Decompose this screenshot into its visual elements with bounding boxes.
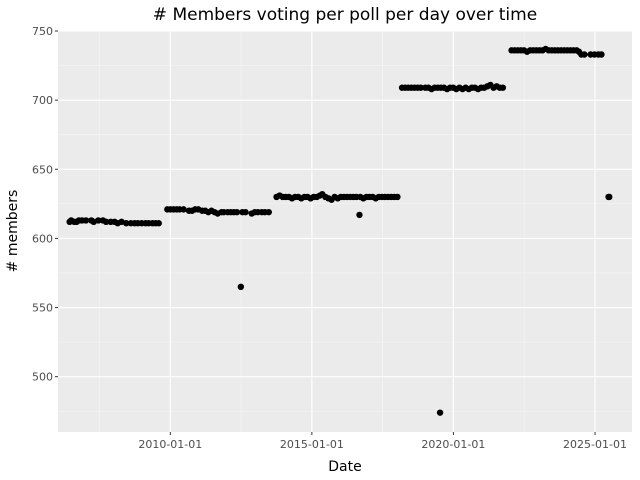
- data-point: [95, 217, 102, 224]
- x-axis-title: Date: [328, 459, 361, 475]
- data-points: [66, 45, 613, 416]
- plot-panel: [58, 31, 632, 432]
- data-point: [598, 51, 605, 58]
- data-point: [123, 220, 130, 227]
- data-point: [356, 211, 363, 219]
- minor-gridlines: [58, 31, 632, 432]
- x-tick-label: 2025-01-01: [563, 438, 627, 451]
- x-tick-label: 2020-01-01: [421, 438, 485, 451]
- data-point: [394, 193, 401, 201]
- data-point: [242, 208, 249, 216]
- y-tick-label: 600: [32, 232, 53, 245]
- x-tick-label: 2015-01-01: [280, 438, 344, 451]
- data-point: [499, 84, 507, 91]
- data-point: [265, 208, 272, 216]
- y-axis: 500 550 600 650 700 750: [32, 25, 58, 384]
- y-tick-label: 500: [32, 371, 53, 384]
- y-tick-label: 750: [32, 25, 53, 38]
- major-gridlines: [58, 30, 632, 432]
- data-point: [237, 283, 245, 291]
- data-point: [233, 208, 241, 216]
- y-tick-label: 700: [32, 94, 53, 107]
- data-point: [581, 51, 588, 58]
- data-point: [606, 193, 613, 201]
- data-point: [436, 409, 444, 416]
- chart-title: # Members voting per poll per day over t…: [153, 5, 537, 25]
- data-point: [180, 206, 187, 213]
- data-point: [82, 217, 90, 224]
- x-axis: 2010-01-01 2015-01-01 2020-01-01 2025-01-01: [138, 432, 627, 451]
- y-tick-label: 550: [32, 302, 53, 315]
- x-tick-label: 2010-01-01: [138, 438, 202, 451]
- y-tick-label: 650: [32, 163, 53, 176]
- data-point: [155, 220, 162, 227]
- y-axis-title: # members: [5, 190, 21, 273]
- data-point: [417, 84, 424, 91]
- data-point: [102, 218, 110, 226]
